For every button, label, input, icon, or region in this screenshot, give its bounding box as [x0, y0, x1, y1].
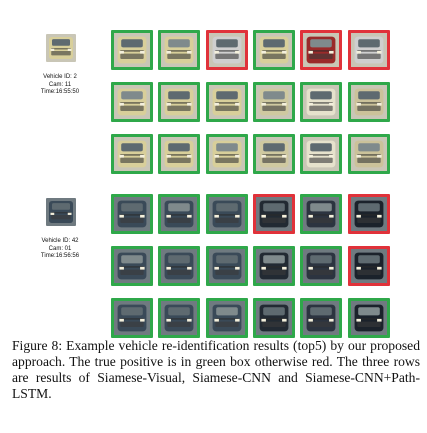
- result-image-q2-r1-c4: [252, 194, 295, 234]
- result-image-q1-r3-c3: [205, 134, 248, 174]
- result-image-q2-r1-c6: [347, 194, 390, 234]
- result-image-q2-r3-c6: [347, 298, 390, 338]
- query-cam-line: Cam: 11: [48, 81, 72, 88]
- result-image-q2-r1-c5: [300, 194, 343, 234]
- query-id-line: Vehicle ID: 42: [41, 238, 79, 244]
- result-image-q2-r2-c6: [347, 246, 390, 286]
- result-image-q1-r2-c5: [300, 82, 343, 122]
- result-image-q2-r2-c3: [205, 246, 248, 286]
- figure-caption: Figure 8: Example vehicle re-identificat…: [12, 338, 420, 401]
- query-vehicle-image-2: [46, 198, 76, 226]
- result-image-q2-r3-c5: [300, 298, 343, 338]
- query-id-line: Vehicle ID: 2: [43, 74, 77, 80]
- result-image-q2-r1-c2: [158, 194, 201, 234]
- result-image-q1-r3-c4: [252, 134, 295, 174]
- result-image-q1-r1-c6: [347, 30, 390, 70]
- query-vehicle-image-1: [46, 34, 76, 62]
- result-image-q1-r1-c3: [205, 30, 248, 70]
- result-image-q1-r1-c1: [111, 30, 153, 70]
- result-image-q2-r1-c3: [205, 194, 248, 234]
- result-image-q1-r1-c5: [300, 30, 343, 70]
- result-image-q1-r3-c6: [347, 134, 390, 174]
- query-time-line: Time:16:55:50: [40, 89, 80, 95]
- result-image-q2-r3-c2: [158, 298, 201, 338]
- result-image-q2-r3-c1: [111, 298, 153, 338]
- result-image-q2-r2-c5: [300, 246, 343, 286]
- result-image-q2-r3-c4: [252, 298, 295, 338]
- result-image-q2-r2-c2: [158, 246, 201, 286]
- result-image-q1-r2-c1: [111, 82, 153, 122]
- result-image-q1-r1-c2: [158, 30, 201, 70]
- query-time-line: Time:16:56:56: [40, 253, 80, 259]
- query-cam-line: Cam: 01: [48, 245, 72, 252]
- query-info-1: Vehicle ID: 2 Cam: 11 Time:16:55:50: [20, 74, 100, 97]
- result-image-q2-r3-c3: [205, 298, 248, 338]
- result-image-q1-r2-c6: [347, 82, 390, 122]
- result-image-q1-r2-c2: [158, 82, 201, 122]
- query-info-2: Vehicle ID: 42 Cam: 01 Time:16:56:56: [20, 238, 100, 261]
- result-image-q1-r3-c5: [300, 134, 343, 174]
- result-image-q1-r2-c4: [252, 82, 295, 122]
- result-image-q2-r2-c4: [252, 246, 295, 286]
- result-image-q1-r1-c4: [252, 30, 295, 70]
- result-image-q1-r3-c1: [111, 134, 153, 174]
- result-image-q1-r2-c3: [205, 82, 248, 122]
- result-image-q2-r2-c1: [111, 246, 153, 286]
- result-image-q2-r1-c1: [111, 194, 153, 234]
- result-image-q1-r3-c2: [158, 134, 201, 174]
